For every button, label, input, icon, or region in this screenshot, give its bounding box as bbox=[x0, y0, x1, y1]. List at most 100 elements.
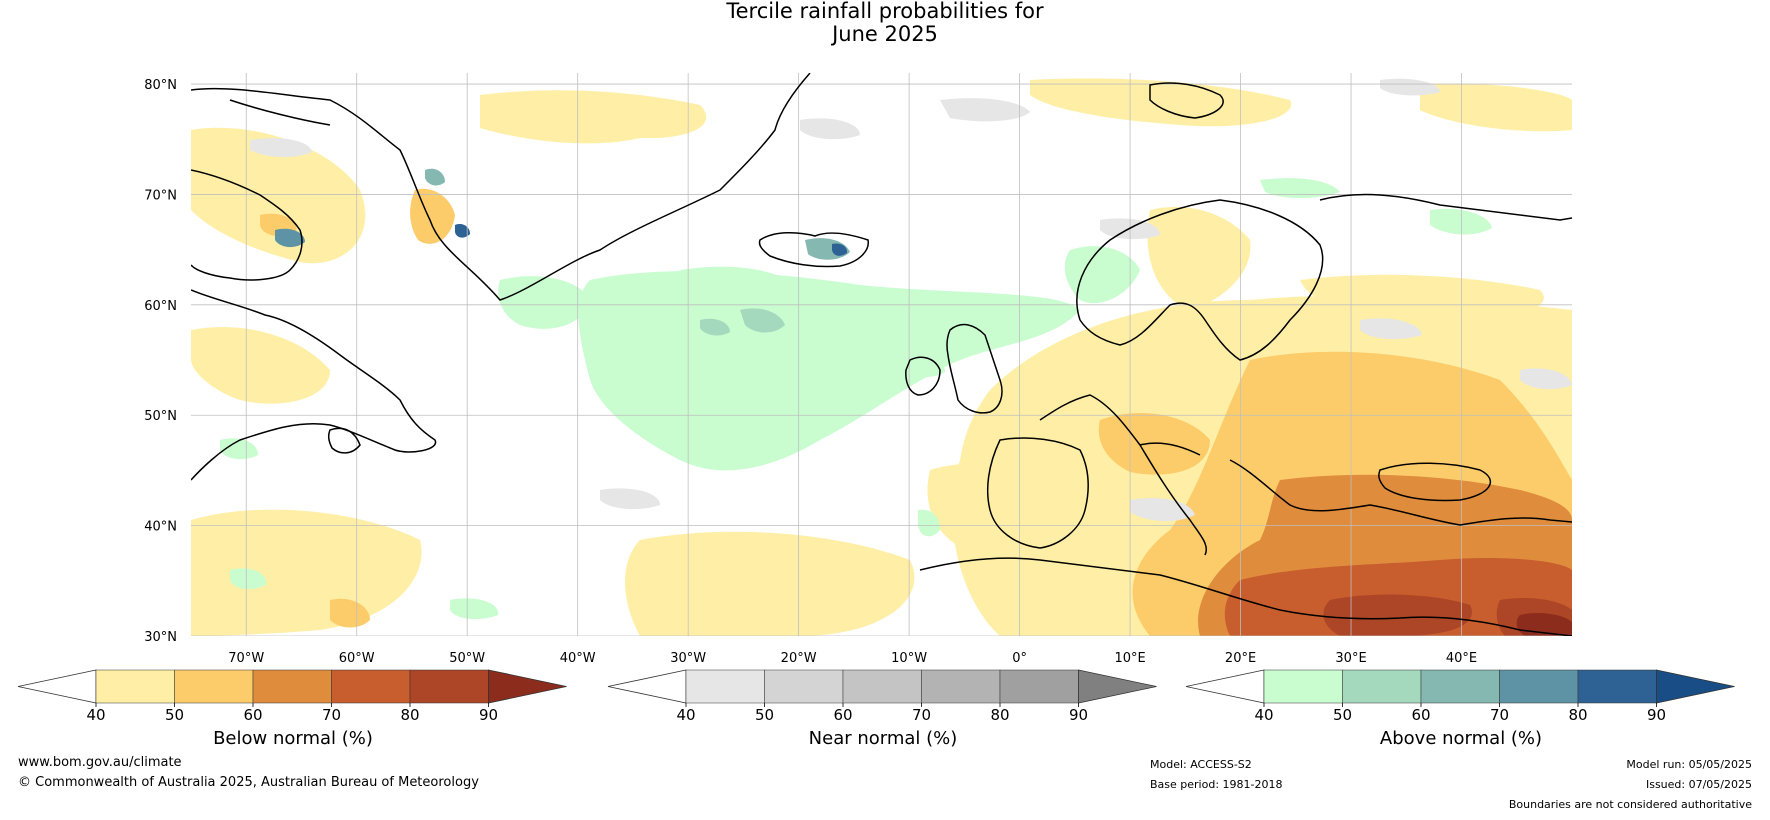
colorbar-tick-label: 50 bbox=[1333, 706, 1352, 724]
colorbar-swatch bbox=[1263, 669, 1343, 704]
coastline-france-italy bbox=[1039, 394, 1207, 556]
coastline-greenland-inner bbox=[229, 99, 331, 126]
colorbar-extend-high bbox=[488, 669, 567, 704]
above-region-atlantic-north-60 bbox=[680, 266, 800, 306]
map-title: Tercile rainfall probabilities for June … bbox=[0, 0, 1770, 46]
footer-copyright: © Commonwealth of Australia 2025, Austra… bbox=[18, 775, 479, 790]
above-normal-shading bbox=[220, 168, 1492, 620]
coastline-balkans-turkey bbox=[1229, 459, 1572, 526]
lon-label: 50°W bbox=[449, 651, 485, 666]
lat-label: 40°N bbox=[144, 520, 177, 535]
lon-label: 20°W bbox=[781, 651, 817, 666]
near-region-2 bbox=[250, 138, 312, 158]
lat-label: 80°N bbox=[144, 78, 177, 93]
coastline-greenland bbox=[191, 73, 811, 301]
lon-label: 40°W bbox=[560, 651, 596, 666]
coastline-uk bbox=[946, 323, 1003, 414]
lon-label: 20°E bbox=[1225, 651, 1256, 666]
footer-model: Model: ACCESS-S2 bbox=[1150, 758, 1252, 771]
colorbar-label-above: Above normal (%) bbox=[1379, 728, 1543, 749]
above-region-west-south-2 bbox=[450, 598, 499, 620]
coastline-north-africa bbox=[919, 557, 1572, 636]
longitude-labels: 70°W 60°W 50°W 40°W 30°W 20°W 10°W 0° 10°E 20°E 30… bbox=[228, 651, 1477, 666]
above-region-barents bbox=[1260, 178, 1340, 198]
near-region-5 bbox=[600, 488, 660, 510]
lon-label: 40°E bbox=[1446, 651, 1477, 666]
colorbar-label-near: Near normal (%) bbox=[808, 728, 958, 749]
colorbar-tick-label: 60 bbox=[243, 706, 262, 724]
colorbar-tick-label: 90 bbox=[1069, 706, 1088, 724]
lat-label: 70°N bbox=[144, 188, 177, 203]
above-region-greenland-coast-60 bbox=[425, 168, 445, 186]
coastlines bbox=[191, 73, 1572, 636]
lat-label: 50°N bbox=[144, 409, 177, 424]
colorbar-extend-low bbox=[607, 669, 687, 704]
colorbar-swatch bbox=[1577, 669, 1657, 704]
colorbar-tick-label: 70 bbox=[912, 706, 931, 724]
map-panel bbox=[191, 73, 1572, 636]
near-region-7 bbox=[1360, 318, 1422, 340]
lon-label: 30°E bbox=[1335, 651, 1366, 666]
colorbar-swatch bbox=[95, 669, 175, 704]
below-region-mid-atlantic bbox=[625, 531, 915, 636]
below-region-labrador bbox=[191, 326, 330, 404]
footer-model-run: Model run: 05/05/2025 bbox=[1626, 758, 1752, 771]
latitude-labels: 80°N 70°N 60°N 50°N 40°N 30°N bbox=[144, 78, 177, 645]
below-region-arctic-east bbox=[1030, 78, 1292, 127]
coastline-ireland bbox=[905, 356, 941, 396]
below-region-greenland-west bbox=[191, 127, 366, 264]
colorbar-tick-label: 70 bbox=[1490, 706, 1509, 724]
above-region-russia bbox=[1430, 208, 1492, 235]
near-region-4 bbox=[1520, 368, 1572, 390]
colorbar-tick-label: 80 bbox=[400, 706, 419, 724]
below-normal-shading bbox=[191, 78, 1572, 636]
colorbar-tick-label: 50 bbox=[755, 706, 774, 724]
colorbar-tick-label: 50 bbox=[165, 706, 184, 724]
lat-label: 60°N bbox=[144, 299, 177, 314]
coastline-black-sea bbox=[1378, 462, 1492, 502]
above-region-baffin-70 bbox=[275, 228, 305, 248]
above-region-uk bbox=[905, 353, 945, 377]
colorbar-extend-high bbox=[1656, 669, 1735, 704]
below-region-iberia bbox=[927, 463, 1061, 556]
above-region-iceland-80 bbox=[832, 243, 848, 256]
coastline-baffin bbox=[191, 169, 303, 281]
footer-issued: Issued: 07/05/2025 bbox=[1645, 778, 1752, 791]
colorbar-label-below: Below normal (%) bbox=[213, 728, 373, 749]
colorbar-swatch bbox=[409, 669, 489, 704]
colorbar-tick-label: 60 bbox=[1411, 706, 1430, 724]
footer-disclaimer: Boundaries are not considered authoritat… bbox=[1508, 798, 1752, 811]
above-region-norway bbox=[1064, 246, 1140, 304]
lon-label: 30°W bbox=[670, 651, 706, 666]
colorbar-swatch bbox=[1499, 669, 1579, 704]
colorbar-swatch bbox=[331, 669, 411, 704]
colorbar-swatch bbox=[842, 669, 922, 704]
colorbar-tick-label: 80 bbox=[1568, 706, 1587, 724]
above-region-atlantic-50b bbox=[700, 318, 730, 336]
above-region-greenland-coast-80 bbox=[455, 224, 470, 238]
below-region-scandinavia bbox=[1147, 206, 1251, 310]
lon-label: 60°W bbox=[339, 651, 375, 666]
lat-label: 30°N bbox=[144, 630, 177, 645]
colorbar-swatch bbox=[1342, 669, 1422, 704]
colorbar-extend-high bbox=[1078, 669, 1157, 704]
colorbar-tick-label: 40 bbox=[86, 706, 105, 724]
colorbar-tick-label: 90 bbox=[479, 706, 498, 724]
colorbar-extend-low bbox=[1185, 669, 1265, 704]
below-region-med-80 bbox=[1323, 594, 1472, 636]
above-region-west-south bbox=[230, 568, 267, 590]
coastline-labrador bbox=[191, 289, 437, 481]
colorbar-tick-label: 40 bbox=[676, 706, 695, 724]
coastline-svalbard bbox=[1149, 82, 1224, 119]
colorbar-swatch bbox=[764, 669, 844, 704]
below-region-east-90 bbox=[1516, 612, 1572, 636]
coastline-iceland bbox=[758, 232, 869, 268]
above-region-atlantic-50 bbox=[740, 308, 785, 333]
lon-label: 10°W bbox=[891, 651, 927, 666]
footer-base-period: Base period: 1981-2018 bbox=[1150, 778, 1283, 791]
title-line-2: June 2025 bbox=[832, 22, 938, 46]
colorbar-tick-label: 90 bbox=[1647, 706, 1666, 724]
colorbar-swatch bbox=[174, 669, 254, 704]
below-region-west-atlantic-south bbox=[191, 509, 422, 636]
